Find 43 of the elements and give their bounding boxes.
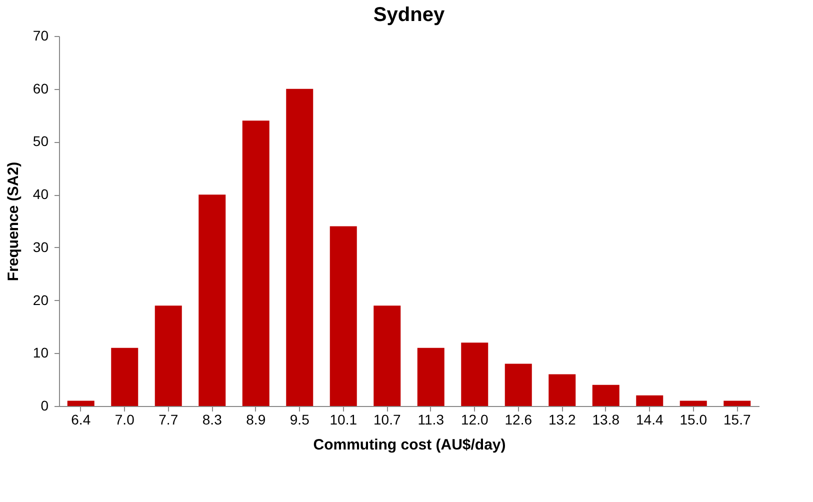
x-tick-label: 14.4: [636, 412, 664, 428]
x-tick-label: 7.0: [114, 412, 135, 428]
x-tick-label: 6.4: [71, 412, 91, 428]
x-tick-label: 10.7: [374, 412, 401, 428]
bar: [111, 348, 138, 406]
bar: [417, 348, 444, 406]
bar: [330, 226, 357, 406]
x-tick-label: 15.7: [724, 412, 751, 428]
y-tick-label: 30: [32, 238, 49, 255]
y-tick-label: 60: [32, 80, 49, 96]
bar: [461, 342, 488, 406]
x-tick-label: 12.0: [461, 412, 488, 428]
x-tick-label: 10.1: [330, 412, 358, 428]
x-axis-title: Commuting cost (AU$/day): [313, 436, 506, 454]
x-tick-label: 13.8: [592, 412, 620, 428]
bar: [636, 395, 664, 406]
y-tick-label: 20: [32, 292, 49, 308]
y-tick-label: 40: [32, 186, 49, 202]
y-tick-label: 70: [32, 28, 49, 44]
x-tick-label: 8.9: [246, 412, 266, 428]
x-tick-label: 12.6: [504, 412, 532, 428]
bar: [242, 120, 270, 406]
y-tick-label: 50: [32, 133, 49, 150]
bar: [680, 400, 707, 406]
bar: [724, 400, 751, 406]
bar: [198, 194, 226, 406]
x-tick-label: 8.3: [202, 412, 222, 428]
bar: [548, 374, 576, 406]
bar: [67, 400, 94, 406]
bar: [286, 88, 314, 406]
y-tick-label: 0: [40, 398, 49, 414]
x-tick-label: 13.2: [548, 412, 576, 428]
x-tick-label: 11.3: [418, 412, 444, 428]
bar: [154, 306, 182, 406]
bar: [504, 364, 532, 406]
y-axis-title: Frequence (SA2): [4, 162, 22, 282]
chart-title: Sydney: [373, 4, 446, 26]
bar: [374, 306, 401, 406]
bar: [592, 384, 620, 406]
x-tick-label: 15.0: [680, 412, 708, 428]
x-tick-label: 7.7: [158, 412, 178, 428]
y-tick-label: 10: [32, 344, 49, 361]
x-tick-label: 9.5: [290, 412, 310, 428]
